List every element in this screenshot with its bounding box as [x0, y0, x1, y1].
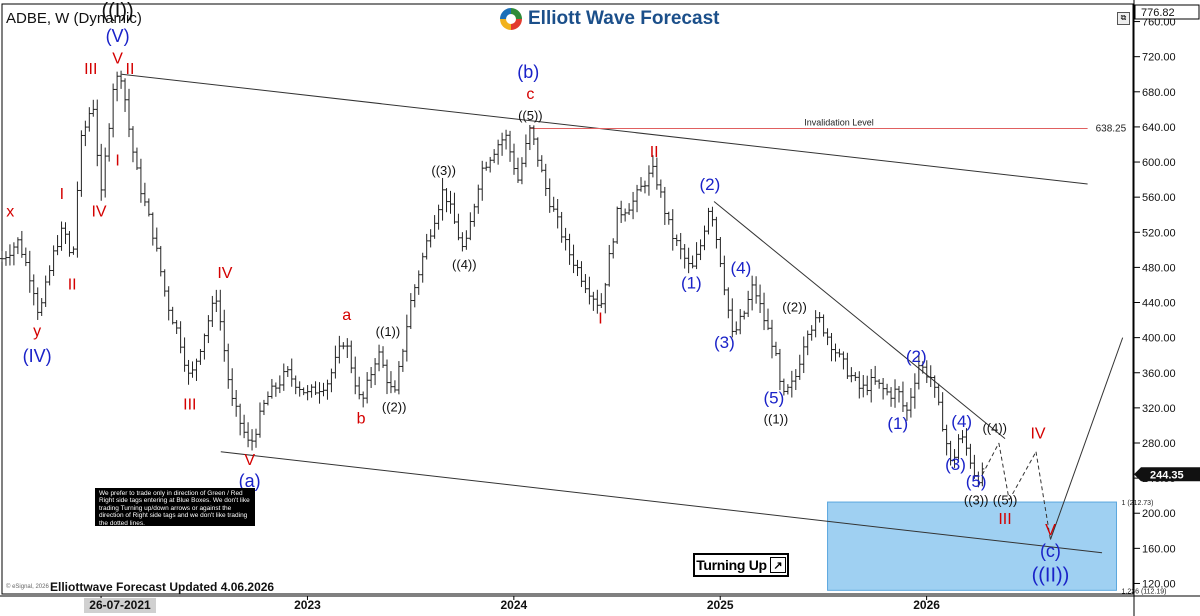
- projection-dashed-line: [981, 442, 1000, 475]
- y-tick-label: 160.00: [1142, 543, 1176, 555]
- y-tick-label: 400.00: [1142, 333, 1176, 345]
- wave-label: ((5)): [518, 108, 543, 123]
- wave-label: V: [244, 452, 255, 469]
- wave-label: I: [60, 186, 64, 203]
- wave-label: (b): [517, 62, 539, 82]
- trendline: [121, 73, 1088, 185]
- top-price-label: 776.82: [1141, 7, 1175, 19]
- y-tick-label: 480.00: [1142, 262, 1176, 274]
- wave-label: (2): [700, 175, 721, 194]
- wave-label: (c): [1040, 541, 1061, 561]
- wave-label: ((II)): [1032, 565, 1070, 587]
- wave-label: ((3)): [964, 492, 989, 507]
- wave-label: III: [84, 61, 97, 78]
- wave-label: ((4)): [452, 257, 477, 272]
- x-highlight-box: [84, 598, 156, 613]
- x-tick-label: 2024: [500, 598, 527, 612]
- brand-logo-icon: [500, 8, 522, 30]
- blue-box-bottom-label: 1.236 (112.19): [1121, 588, 1166, 595]
- wave-label: V: [1045, 522, 1056, 539]
- wave-label: II: [650, 144, 659, 161]
- wave-label: ((5)): [993, 492, 1018, 507]
- trendline: [713, 201, 1006, 439]
- brand-header: Elliott Wave Forecast: [500, 6, 719, 32]
- wave-label: (1): [887, 414, 908, 433]
- wave-label: (IV): [23, 346, 52, 366]
- wave-label: I: [115, 153, 119, 170]
- wave-label: x: [6, 203, 14, 220]
- wave-label: ((2)): [782, 299, 807, 314]
- wave-label: a: [342, 307, 351, 324]
- y-tick-label: 120.00: [1142, 578, 1176, 590]
- y-tick-label: 440.00: [1142, 298, 1176, 310]
- trendline: [220, 451, 1103, 554]
- wave-label: IV: [1030, 426, 1045, 443]
- projection-up-line: [1049, 337, 1124, 540]
- wave-label: (3): [945, 455, 966, 474]
- wave-label: (4): [951, 412, 972, 431]
- wave-label: III: [998, 511, 1011, 528]
- wave-label: ((1)): [764, 412, 789, 427]
- wave-label: (5): [763, 388, 784, 407]
- wave-label: (1): [681, 273, 702, 292]
- y-tick-label: 280.00: [1142, 438, 1176, 450]
- x-tick-label: 2025: [707, 598, 734, 612]
- updated-label: Elliottwave Forecast Updated 4.06.2026: [50, 580, 275, 594]
- wave-label: (V): [106, 26, 130, 46]
- arrow-up-right-icon: ↗: [769, 557, 786, 573]
- wave-label: (4): [730, 259, 751, 278]
- last-price-box: [1134, 467, 1200, 482]
- y-tick-label: 560.00: [1142, 192, 1176, 204]
- wave-label: II: [126, 61, 135, 78]
- wave-label: II: [68, 276, 77, 293]
- wave-label: IV: [217, 265, 232, 282]
- wave-label: III: [183, 397, 196, 414]
- wave-label: y: [33, 323, 41, 340]
- projection-dashed-line: [998, 442, 1010, 501]
- wave-label: ((I)): [101, 0, 133, 22]
- target-blue-box: [827, 501, 1117, 591]
- x-tick-label: 2023: [294, 598, 321, 612]
- y-tick-label: 600.00: [1142, 157, 1176, 169]
- turning-up-label: Turning Up: [696, 557, 767, 573]
- x-highlight-label: 26-07-2021: [89, 598, 151, 612]
- wave-label: ((3)): [431, 163, 456, 178]
- top-price-box: [1134, 4, 1200, 20]
- wave-label: I: [598, 311, 602, 328]
- wave-label: ((4)): [982, 420, 1007, 435]
- y-tick-label: 720.00: [1142, 52, 1176, 64]
- wave-label: ((1)): [376, 324, 401, 339]
- wave-label: (3): [714, 333, 735, 352]
- wave-label: ((2)): [382, 399, 407, 414]
- y-tick-label: 320.00: [1142, 403, 1176, 415]
- wave-label: c: [526, 86, 534, 103]
- projection-dashed-line: [1035, 451, 1051, 540]
- trading-note-box: We prefer to trade only in direction of …: [95, 488, 255, 527]
- invalidation-label: Invalidation Level: [804, 117, 874, 127]
- chart-symbol-title: ADBE, W (Dynamic): [6, 10, 142, 27]
- wave-label: (5): [966, 472, 987, 491]
- turning-up-badge: Turning Up ↗: [693, 553, 789, 577]
- brand-name: Elliott Wave Forecast: [528, 8, 720, 29]
- y-tick-label: 760.00: [1142, 17, 1176, 29]
- y-tick-label: 520.00: [1142, 227, 1176, 239]
- y-tick-label: 200.00: [1142, 508, 1176, 520]
- invalidation-value-label: 638.25: [1096, 123, 1127, 134]
- projection-dashed-line: [1008, 451, 1037, 501]
- maximize-icon[interactable]: ⧉: [1117, 12, 1130, 25]
- y-tick-label: 640.00: [1142, 122, 1176, 134]
- y-tick-label: 360.00: [1142, 368, 1176, 380]
- blue-box-top-label: 1 (212.73): [1121, 500, 1153, 507]
- wave-label: IV: [91, 203, 106, 220]
- esignal-credit: © eSignal, 2026: [6, 584, 49, 590]
- wave-label: b: [357, 411, 366, 428]
- wave-label: (a): [239, 471, 261, 491]
- wave-label: (2): [906, 347, 927, 366]
- x-tick-label: 2026: [913, 598, 940, 612]
- plot-frame: [1, 3, 1134, 595]
- y-tick-label: 680.00: [1142, 87, 1176, 99]
- wave-label: V: [112, 51, 123, 68]
- last-price-label: 244.35: [1150, 469, 1184, 481]
